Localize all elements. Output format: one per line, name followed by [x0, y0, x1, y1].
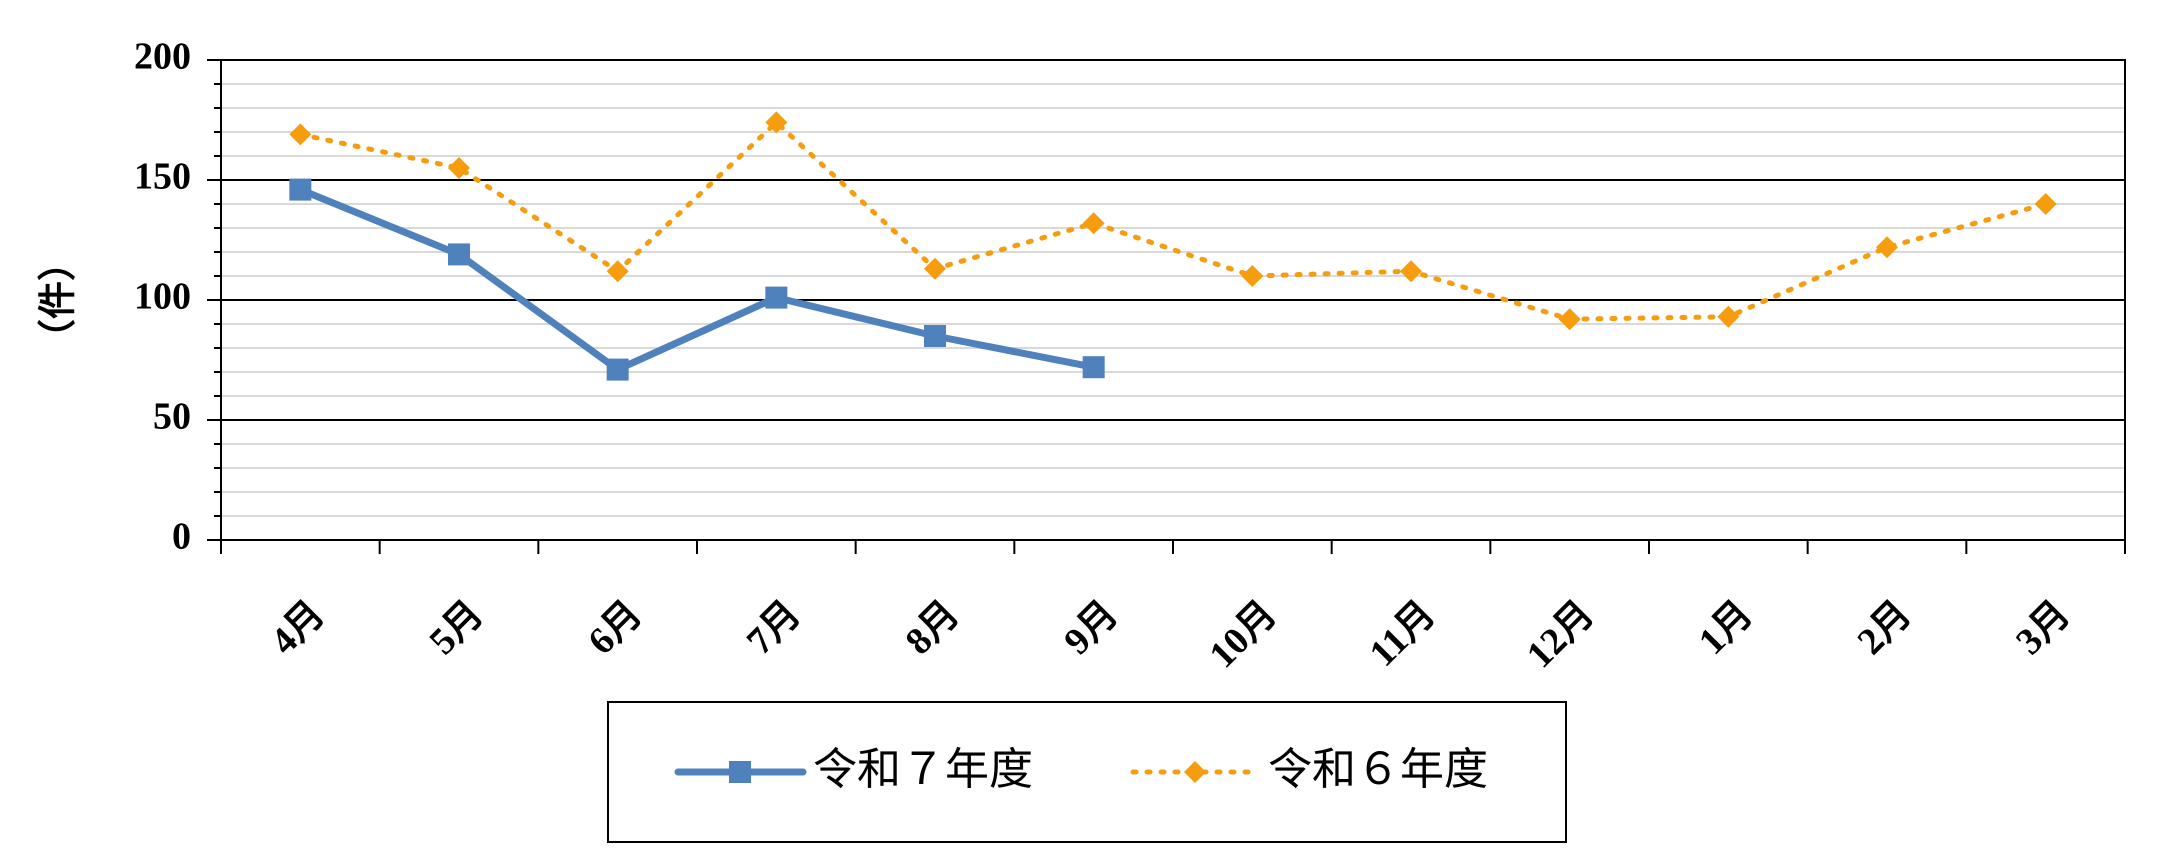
- marker: [1558, 308, 1581, 331]
- marker: [924, 325, 946, 347]
- y-tick-label: 100: [134, 276, 191, 318]
- x-tick-label: 4月: [263, 593, 333, 663]
- marker: [289, 178, 312, 201]
- marker: [606, 260, 629, 283]
- legend-label: 令和７年度: [813, 744, 1033, 795]
- y-tick-label: 50: [153, 396, 191, 438]
- marker: [765, 111, 788, 134]
- marker: [924, 257, 946, 280]
- marker: [1400, 260, 1422, 283]
- marker: [448, 243, 470, 266]
- marker: [289, 123, 312, 146]
- y-tick-label: 200: [134, 36, 191, 78]
- x-tick-label: 1月: [1691, 593, 1761, 663]
- series-line: [297, 119, 2049, 322]
- marker: [1876, 236, 1898, 259]
- marker: [2034, 193, 2057, 215]
- marker: [729, 761, 751, 783]
- marker: [606, 358, 629, 381]
- x-tick-label: 3月: [2008, 593, 2078, 663]
- marker: [1717, 305, 1740, 328]
- y-tick-label: 150: [134, 156, 191, 198]
- x-tick-label: 7月: [739, 593, 809, 663]
- x-tick-label: 9月: [1056, 593, 1126, 663]
- x-tick-label: 11月: [1362, 593, 1444, 675]
- legend-label: 令和６年度: [1268, 744, 1488, 795]
- y-tick-label: 0: [172, 516, 191, 558]
- marker: [448, 157, 470, 179]
- x-tick-label: 8月: [898, 593, 968, 663]
- marker: [1082, 212, 1105, 235]
- x-tick-label: 12月: [1519, 593, 1602, 676]
- x-tick-label: 2月: [1850, 593, 1920, 663]
- marker: [765, 286, 788, 309]
- marker: [1241, 265, 1264, 287]
- x-tick-label: 6月: [580, 593, 650, 663]
- marker: [1184, 761, 1206, 783]
- series-line: [296, 186, 1098, 374]
- x-tick-label: 10月: [1201, 593, 1284, 676]
- x-tick-label: 5月: [422, 593, 492, 663]
- y-axis-label: （件）: [38, 243, 80, 357]
- marker: [1082, 356, 1105, 379]
